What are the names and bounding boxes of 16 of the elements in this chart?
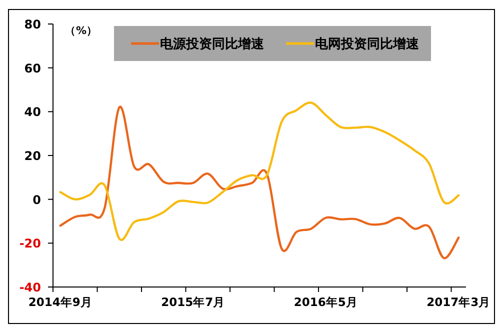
y-tick-label: 80 — [24, 18, 41, 32]
y-tick-label: -20 — [19, 236, 41, 251]
y-tick-label: 60 — [24, 61, 41, 76]
y-tick-label: 20 — [24, 149, 41, 163]
x-tick-label: 2017年3月 — [426, 295, 491, 309]
line-series — [59, 102, 460, 240]
y-tick-label: 0 — [32, 192, 41, 207]
x-tick-label: 2015年7月 — [161, 295, 226, 309]
x-tick-label: 2014年9月 — [28, 295, 92, 309]
y-tick-label: -40 — [19, 280, 41, 294]
y-axis-title: （%） — [65, 25, 98, 37]
y-tick-label: 40 — [24, 105, 41, 120]
x-tick-label: 2016年5月 — [294, 295, 358, 309]
legend-label: 电源投资同比增速 — [160, 37, 265, 52]
line-series — [59, 106, 460, 260]
legend-label: 电网投资同比增速 — [315, 37, 420, 52]
